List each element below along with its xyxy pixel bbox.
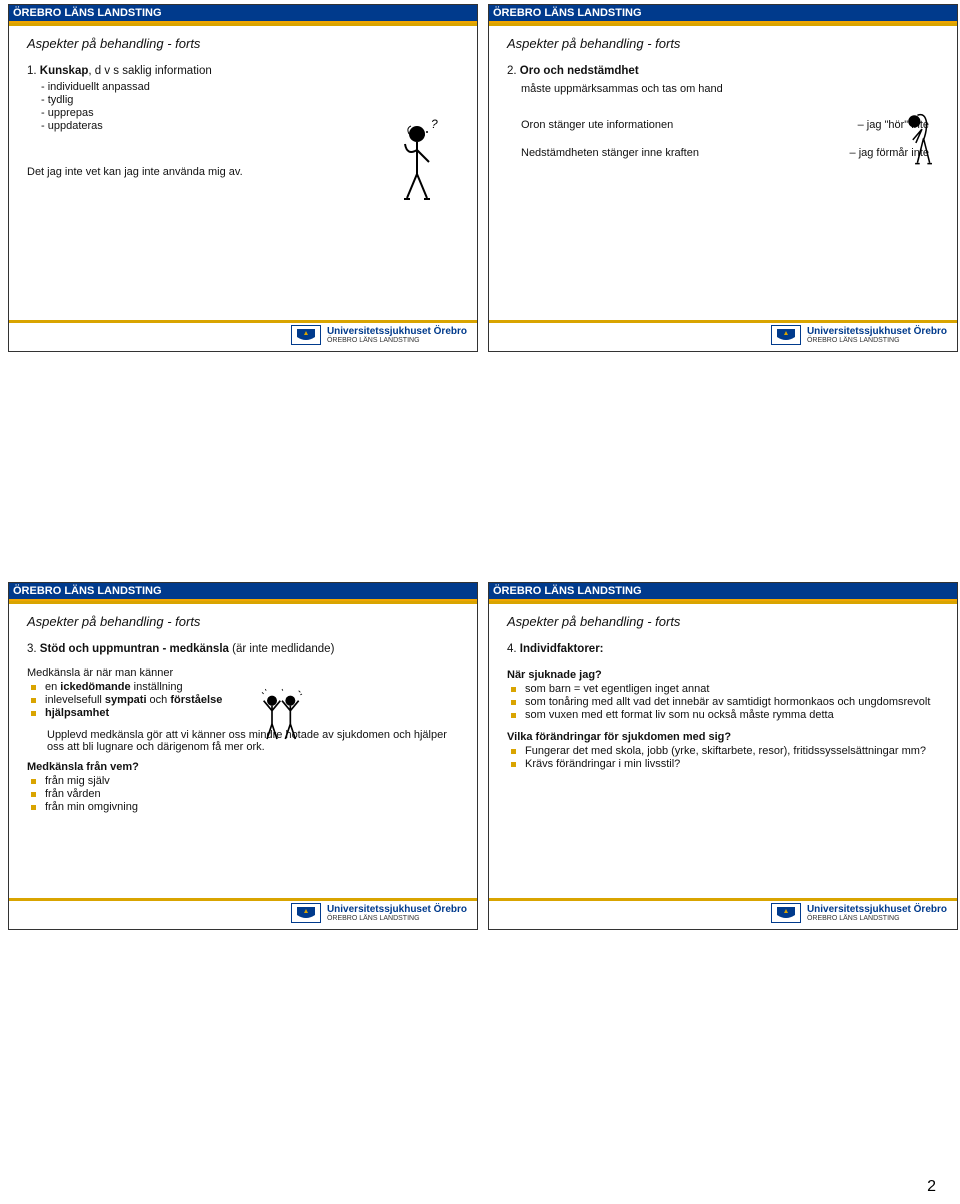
footer-logo: Universitetssjukhuset Örebro ÖREBRO LÄNS… [291,903,467,923]
section-heading: 1. Kunskap, d v s saklig information [27,65,463,77]
celebrate-figures-icon [257,684,307,754]
list-item: Fungerar det med skola, jobb (yrke, skif… [511,745,943,757]
slide-3: ÖREBRO LÄNS LANDSTING Aspekter på behand… [8,582,478,930]
list-item: inlevelsefull sympati och förståelse [31,694,463,706]
logo-line1: Universitetssjukhuset Örebro [807,327,947,337]
section-heading: 4. Individfaktorer: [507,643,943,655]
svg-text:?: ? [431,117,438,131]
crest-icon [291,903,321,923]
paragraph: Upplevd medkänsla gör att vi känner oss … [47,729,463,753]
two-col-row: Oron stänger ute informationen – jag "hö… [521,119,929,131]
slide-1: ÖREBRO LÄNS LANDSTING Aspekter på behand… [8,4,478,352]
question-heading: Medkänsla från vem? [27,761,463,773]
slide-2: ÖREBRO LÄNS LANDSTING Aspekter på behand… [488,4,958,352]
heading-number: 1. [27,65,37,77]
col-left: Oron stänger ute informationen [521,119,673,131]
logo-line2: ÖREBRO LÄNS LANDSTING [327,337,467,344]
list-item: Krävs förändringar i min livsstil? [511,758,943,770]
list-item: som tonåring med allt vad det innebär av… [511,696,943,708]
slide-4: ÖREBRO LÄNS LANDSTING Aspekter på behand… [488,582,958,930]
page-number: 2 [927,1178,936,1196]
footer-divider [489,898,957,901]
slide-header: ÖREBRO LÄNS LANDSTING [9,583,477,601]
footer-logo: Universitetssjukhuset Örebro ÖREBRO LÄNS… [291,325,467,345]
list-item: som barn = vet egentligen inget annat [511,683,943,695]
slide-title: Aspekter på behandling - forts [507,614,943,629]
slide-header: ÖREBRO LÄNS LANDSTING [489,5,957,23]
logo-line1: Universitetssjukhuset Örebro [327,905,467,915]
footer-logo: Universitetssjukhuset Örebro ÖREBRO LÄNS… [771,903,947,923]
footer-divider [489,320,957,323]
footer-divider [9,898,477,901]
heading-bold: Stöd och uppmuntran - medkänsla [40,643,229,655]
heading-number: 2. [507,65,517,77]
col-left: Nedstämdheten stänger inne kraften [521,147,699,159]
list-item: från min omgivning [31,801,463,813]
list-item: från mig själv [31,775,463,787]
logo-line1: Universitetssjukhuset Örebro [327,327,467,337]
slide-title: Aspekter på behandling - forts [27,614,463,629]
heading-tail: , d v s saklig information [88,65,211,77]
crest-icon [291,325,321,345]
slide-title: Aspekter på behandling - forts [27,36,463,51]
slide-title: Aspekter på behandling - forts [507,36,943,51]
bullet-list: från mig själv från vården från min omgi… [31,775,463,813]
thinking-figure-icon: ? [387,116,447,206]
list-item: från vården [31,788,463,800]
list-item: individuellt anpassad [41,81,463,93]
section-heading: 3. Stöd och uppmuntran - medkänsla (är i… [27,643,463,655]
question-heading: När sjuknade jag? [507,669,943,681]
footer-logo: Universitetssjukhuset Örebro ÖREBRO LÄNS… [771,325,947,345]
heading-bold: Individfaktorer: [520,643,604,655]
list-item: hjälpsamhet [31,707,463,719]
heading-bold: Oro och nedstämdhet [520,65,639,77]
bullet-list: Fungerar det med skola, jobb (yrke, skif… [511,745,943,770]
logo-line1: Universitetssjukhuset Örebro [807,905,947,915]
bullet-list: som barn = vet egentligen inget annat so… [511,683,943,721]
intro-line: måste uppmärksammas och tas om hand [521,83,943,95]
crest-icon [771,325,801,345]
intro-text: Medkänsla är när man känner [27,667,463,679]
logo-line2: ÖREBRO LÄNS LANDSTING [327,915,467,922]
heading-bold: Kunskap [40,65,89,77]
two-col-row: Nedstämdheten stänger inne kraften – jag… [521,147,929,159]
footer-divider [9,320,477,323]
crest-icon [771,903,801,923]
sad-figure-icon [899,96,945,176]
logo-line2: ÖREBRO LÄNS LANDSTING [807,915,947,922]
list-item: som vuxen med ett format liv som nu ocks… [511,709,943,721]
list-item: en ickedömande inställning [31,681,463,693]
question-heading: Vilka förändringar för sjukdomen med sig… [507,731,943,743]
heading-number: 3. [27,643,37,655]
section-heading: 2. Oro och nedstämdhet [507,65,943,77]
logo-line2: ÖREBRO LÄNS LANDSTING [807,337,947,344]
slide-header: ÖREBRO LÄNS LANDSTING [9,5,477,23]
bullet-list: en ickedömande inställning inlevelsefull… [31,681,463,719]
slide-header: ÖREBRO LÄNS LANDSTING [489,583,957,601]
heading-number: 4. [507,643,517,655]
list-item: tydlig [41,94,463,106]
heading-tail: (är inte medlidande) [229,643,334,655]
